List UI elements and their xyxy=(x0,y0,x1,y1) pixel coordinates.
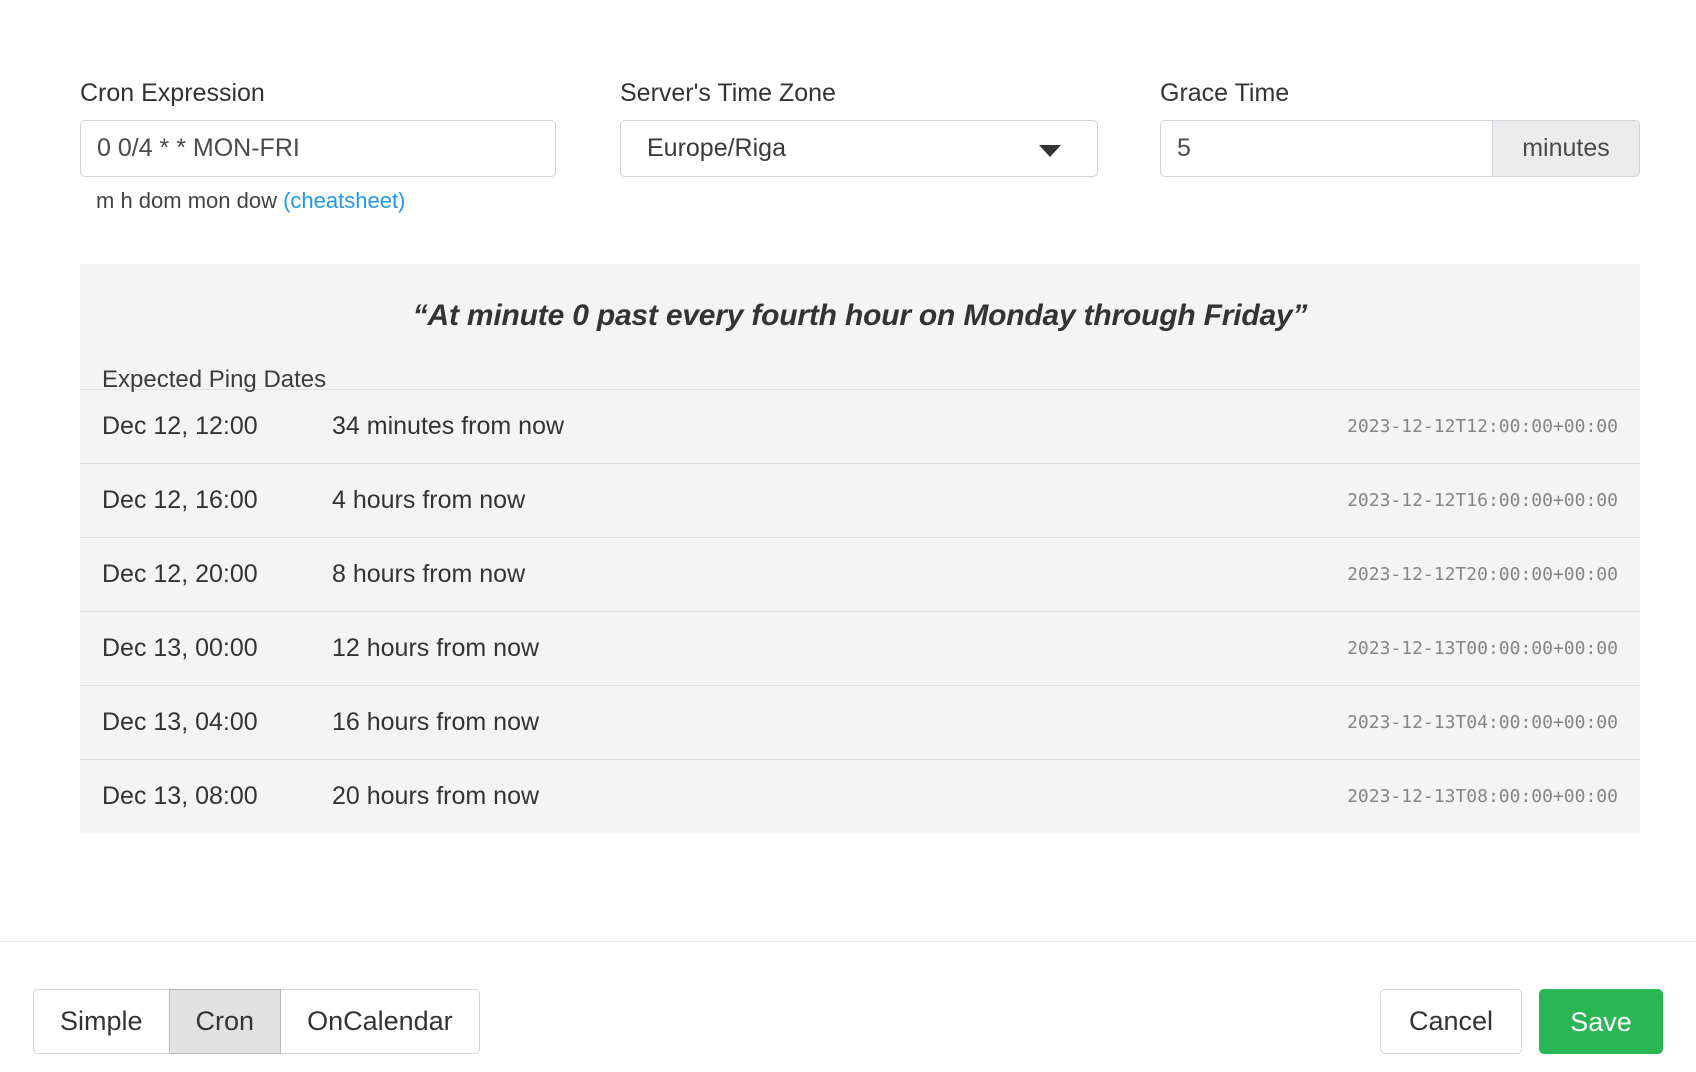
table-row: Dec 12, 16:00 4 hours from now 2023-12-12T… xyxy=(80,463,1640,538)
cron-expression-input[interactable] xyxy=(80,120,556,177)
ping-iso-timestamp-cell: 2023-12-12T12:00:00+00:00 xyxy=(1347,416,1618,437)
dialog-footer: Simple Cron OnCalendar Cancel Save xyxy=(0,942,1696,1072)
cheatsheet-link[interactable]: (cheatsheet) xyxy=(283,188,406,213)
schedule-preview-panel: “At minute 0 past every fourth hour on M… xyxy=(80,264,1640,833)
ping-relative-time-cell: 20 hours from now xyxy=(332,782,540,810)
schedule-mode-simple-button[interactable]: Simple xyxy=(33,989,170,1054)
table-row: Dec 12, 12:00 34 minutes from now 2023-12-… xyxy=(80,389,1640,464)
expected-ping-dates-title: Expected Ping Dates xyxy=(102,366,327,393)
cron-helper-text: m h dom mon dow xyxy=(96,188,277,213)
ping-date-cell: Dec 13, 04:00 xyxy=(102,708,258,736)
footer-divider xyxy=(0,941,1696,942)
schedule-mode-cron-button[interactable]: Cron xyxy=(168,989,282,1054)
ping-date-cell: Dec 12, 16:00 xyxy=(102,486,258,514)
cron-expression-label: Cron Expression xyxy=(80,79,265,107)
timezone-field-group: Server's Time Zone Europe/Riga xyxy=(620,78,1098,177)
table-row: Dec 12, 20:00 8 hours from now 2023-12-12T… xyxy=(80,537,1640,612)
cron-expression-helper: m h dom mon dow (cheatsheet) xyxy=(80,188,556,214)
chevron-down-icon xyxy=(1039,144,1061,157)
cron-description-text: “At minute 0 past every fourth hour on M… xyxy=(412,299,1308,332)
grace-time-label: Grace Time xyxy=(1160,79,1290,107)
ping-relative-time-cell: 4 hours from now xyxy=(332,486,526,514)
cancel-button[interactable]: Cancel xyxy=(1380,989,1522,1054)
ping-relative-time-cell: 8 hours from now xyxy=(332,560,526,588)
ping-relative-time-cell: 12 hours from now xyxy=(332,634,540,662)
schedule-mode-button-group: Simple Cron OnCalendar xyxy=(33,989,480,1054)
timezone-select[interactable]: Europe/Riga xyxy=(620,120,1098,177)
table-row: Dec 13, 08:00 20 hours from now 2023-12-13… xyxy=(80,759,1640,834)
timezone-label: Server's Time Zone xyxy=(620,79,836,107)
expected-ping-dates-body: Dec 12, 12:00 34 minutes from now 2023-12-… xyxy=(80,389,1640,834)
ping-iso-timestamp-cell: 2023-12-12T20:00:00+00:00 xyxy=(1347,564,1618,585)
ping-date-cell: Dec 12, 20:00 xyxy=(102,560,258,588)
save-button[interactable]: Save xyxy=(1539,989,1663,1054)
footer-action-buttons: Cancel Save xyxy=(1380,989,1663,1054)
ping-iso-timestamp-cell: 2023-12-13T08:00:00+00:00 xyxy=(1347,786,1618,807)
ping-iso-timestamp-cell: 2023-12-13T00:00:00+00:00 xyxy=(1347,638,1618,659)
table-row: Dec 13, 04:00 16 hours from now 2023-12-13… xyxy=(80,685,1640,760)
timezone-selected-value: Europe/Riga xyxy=(647,134,786,162)
table-row: Dec 13, 00:00 12 hours from now 2023-12-13… xyxy=(80,611,1640,686)
schedule-form-row: Cron Expression m h dom mon dow (cheatsh… xyxy=(0,0,1696,250)
ping-date-cell: Dec 12, 12:00 xyxy=(102,412,258,440)
ping-relative-time-cell: 16 hours from now xyxy=(332,708,540,736)
cron-expression-field-group: Cron Expression m h dom mon dow (cheatsh… xyxy=(80,78,556,214)
ping-date-cell: Dec 13, 08:00 xyxy=(102,782,258,810)
ping-relative-time-cell: 34 minutes from now xyxy=(332,412,565,440)
grace-time-input[interactable] xyxy=(1160,120,1492,177)
grace-time-field-group: Grace Time minutes xyxy=(1160,78,1640,177)
expected-ping-dates-table: Dec 12, 12:00 34 minutes from now 2023-12-… xyxy=(80,389,1640,833)
grace-time-input-group: minutes xyxy=(1160,120,1640,177)
grace-time-unit-suffix: minutes xyxy=(1492,120,1640,177)
ping-iso-timestamp-cell: 2023-12-13T04:00:00+00:00 xyxy=(1347,712,1618,733)
schedule-mode-oncalendar-button[interactable]: OnCalendar xyxy=(280,989,480,1054)
ping-date-cell: Dec 13, 00:00 xyxy=(102,634,258,662)
ping-iso-timestamp-cell: 2023-12-12T16:00:00+00:00 xyxy=(1347,490,1618,511)
